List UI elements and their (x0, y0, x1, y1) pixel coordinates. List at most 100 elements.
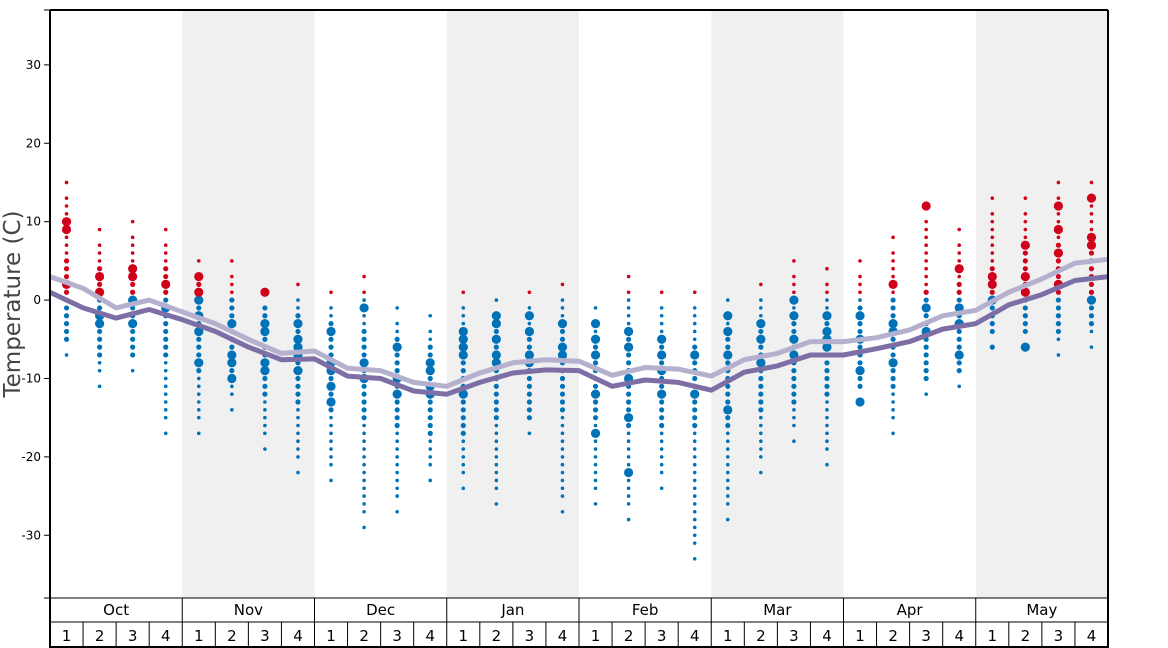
dot (395, 447, 399, 451)
dot (329, 439, 333, 444)
dot (593, 455, 598, 459)
week-label: 3 (1054, 627, 1064, 645)
dot (888, 319, 898, 329)
week-label: 2 (492, 627, 502, 645)
dot (759, 431, 763, 436)
dot (725, 321, 730, 326)
dot (855, 366, 865, 376)
week-label: 2 (1021, 627, 1031, 645)
dot (130, 281, 136, 287)
dot (64, 196, 69, 200)
dot (825, 462, 829, 467)
dot (97, 361, 102, 365)
dot (590, 428, 601, 438)
dot (692, 360, 698, 366)
dot (296, 423, 300, 428)
dot (560, 306, 565, 310)
dot (61, 224, 72, 235)
dot (362, 313, 366, 318)
dot (987, 279, 997, 289)
dot (526, 391, 533, 397)
dot (758, 399, 764, 405)
dot (692, 290, 697, 295)
series-line-upper (49, 256, 1109, 389)
dot (163, 352, 169, 358)
dot (295, 313, 301, 319)
dot (954, 350, 964, 360)
dot (923, 352, 929, 358)
month-label-jan: Jan (500, 601, 524, 619)
dot (461, 313, 466, 318)
week-label: 1 (591, 627, 601, 645)
dot (957, 274, 962, 279)
dot (659, 344, 665, 350)
dot (989, 305, 995, 311)
dot (1023, 219, 1028, 224)
week-label: 4 (690, 627, 700, 645)
dot (196, 408, 201, 412)
dot (1088, 266, 1095, 272)
dot (990, 235, 995, 240)
dot (957, 251, 962, 255)
dot (857, 305, 863, 311)
dot (63, 289, 70, 295)
dot (262, 305, 268, 311)
dot (923, 289, 929, 295)
dot (557, 342, 568, 352)
dot (593, 462, 598, 467)
dot (725, 298, 730, 302)
dot (194, 326, 204, 337)
dot (362, 525, 366, 530)
dot (924, 259, 928, 263)
dot (822, 311, 832, 321)
dot (725, 447, 730, 451)
dot (130, 344, 136, 350)
dot (725, 383, 731, 389)
dot (326, 381, 336, 391)
dot (559, 399, 566, 405)
dot (461, 306, 466, 310)
dot (293, 342, 303, 352)
dot (293, 366, 303, 376)
dot (725, 494, 730, 498)
dot (792, 408, 796, 412)
month-label-feb: Feb (632, 601, 659, 619)
dot-layer (61, 180, 1097, 561)
dot (990, 196, 995, 200)
dot (626, 298, 631, 302)
dot (196, 368, 202, 374)
week-label: 1 (62, 627, 72, 645)
dot (921, 201, 931, 211)
dot (1088, 313, 1095, 319)
dot (428, 337, 433, 342)
dot (296, 415, 300, 420)
y-tick-label: 10 (26, 215, 41, 229)
dot (560, 282, 565, 287)
dot (725, 470, 730, 475)
dot (559, 383, 566, 389)
dot (362, 478, 366, 483)
dot (1056, 212, 1061, 216)
dot (890, 368, 896, 374)
dot (791, 391, 797, 397)
dot (97, 384, 102, 389)
month-label-apr: Apr (897, 601, 924, 619)
dot (524, 350, 535, 360)
dot (725, 455, 730, 459)
dot (924, 274, 928, 279)
dot (1022, 313, 1028, 319)
dot (260, 287, 270, 297)
y-tick-label: 30 (26, 58, 41, 72)
dot (692, 306, 697, 310)
dot (460, 415, 466, 421)
dot (825, 408, 829, 412)
dot (461, 455, 466, 459)
dot (526, 375, 533, 382)
dot (1055, 321, 1062, 327)
dot (163, 251, 168, 255)
dot (458, 389, 468, 399)
dot (130, 219, 135, 224)
dot (329, 478, 333, 483)
dot (263, 447, 267, 451)
dot (725, 517, 730, 522)
